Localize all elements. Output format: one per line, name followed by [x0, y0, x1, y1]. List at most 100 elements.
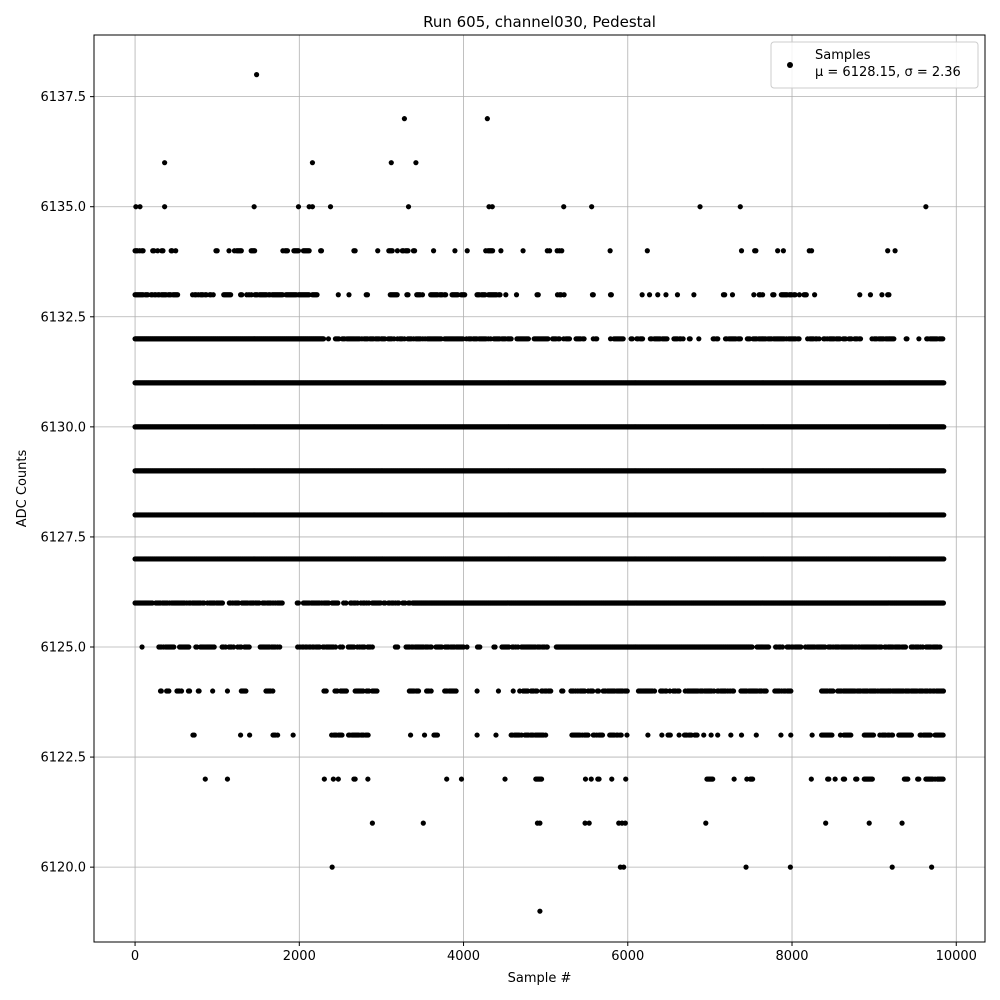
data-point	[788, 688, 794, 694]
data-point	[369, 644, 375, 650]
data-point	[728, 732, 734, 738]
data-point	[651, 688, 658, 694]
data-point	[710, 776, 716, 782]
data-point	[778, 732, 784, 738]
data-point	[246, 644, 252, 650]
data-point	[808, 776, 814, 782]
data-point	[502, 776, 508, 782]
data-point	[730, 688, 737, 694]
data-point	[788, 732, 794, 738]
data-point	[421, 732, 428, 738]
data-point	[474, 688, 480, 694]
data-point	[453, 688, 459, 694]
data-point	[624, 732, 630, 738]
data-point	[940, 776, 946, 782]
data-point	[415, 688, 422, 694]
data-point	[618, 732, 624, 738]
data-point	[339, 644, 346, 650]
data-point	[765, 644, 772, 650]
data-point	[543, 732, 549, 738]
data-point	[595, 688, 602, 694]
data-point	[374, 688, 380, 694]
data-point	[809, 732, 815, 738]
data-point	[590, 688, 596, 694]
data-point	[243, 688, 249, 694]
data-point	[738, 732, 745, 738]
data-point	[538, 776, 545, 782]
data-point	[905, 776, 911, 782]
data-point	[275, 732, 281, 738]
data-point	[196, 688, 202, 694]
data-point	[832, 776, 838, 782]
data-point	[224, 776, 231, 782]
data-point	[937, 644, 943, 650]
data-point	[270, 688, 276, 694]
data-point	[139, 644, 145, 650]
data-point	[365, 732, 371, 738]
data-point	[749, 644, 755, 650]
data-point	[279, 600, 285, 606]
data-point	[623, 776, 629, 782]
data-point	[335, 600, 341, 606]
data-point	[645, 732, 651, 738]
data-point	[941, 556, 947, 562]
data-point	[295, 600, 302, 606]
data-point	[365, 776, 371, 782]
data-point	[667, 732, 673, 738]
data-point	[458, 776, 465, 782]
data-point	[335, 776, 341, 782]
data-point	[407, 732, 414, 738]
data-point	[352, 776, 358, 782]
data-point	[701, 732, 707, 738]
data-point	[321, 776, 327, 782]
data-point	[290, 732, 296, 738]
data-point	[830, 688, 836, 694]
data-point	[474, 732, 480, 738]
data-point	[829, 732, 835, 738]
data-point	[202, 776, 208, 782]
data-point	[237, 732, 244, 738]
data-point	[941, 512, 947, 518]
data-point	[277, 644, 283, 650]
data-point	[731, 776, 737, 782]
data-point	[332, 644, 339, 650]
data-point	[940, 688, 947, 694]
data-point	[166, 688, 172, 694]
data-point	[186, 644, 192, 650]
data-point	[231, 644, 237, 650]
data-point	[186, 688, 193, 694]
data-point	[927, 732, 934, 738]
data-point	[588, 776, 594, 782]
data-point	[940, 600, 947, 606]
data-point	[444, 776, 450, 782]
data-point	[343, 688, 350, 694]
data-point	[841, 776, 848, 782]
data-points	[132, 72, 947, 914]
data-point	[599, 732, 606, 738]
data-point	[826, 776, 832, 782]
data-point	[763, 688, 769, 694]
data-point	[676, 732, 682, 738]
data-point	[870, 732, 877, 738]
data-point	[534, 688, 540, 694]
data-point	[848, 732, 854, 738]
data-point	[396, 600, 402, 606]
data-point	[493, 732, 499, 738]
data-point	[596, 776, 602, 782]
data-point	[708, 732, 714, 738]
data-point	[434, 732, 441, 738]
data-point	[158, 688, 164, 694]
data-point	[609, 776, 615, 782]
data-point	[560, 688, 566, 694]
data-point	[210, 688, 216, 694]
data-point	[323, 688, 329, 694]
data-point	[908, 732, 915, 738]
data-point	[171, 644, 177, 650]
data-point	[779, 644, 786, 650]
data-point	[191, 732, 197, 738]
data-point	[464, 644, 470, 650]
data-point	[224, 688, 231, 694]
data-point	[902, 644, 909, 650]
